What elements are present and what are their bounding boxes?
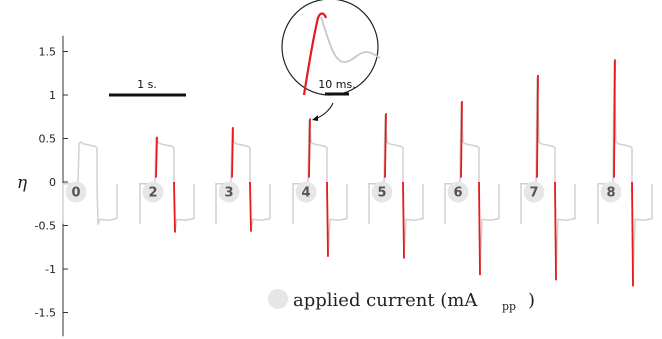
current-badge: [523, 181, 545, 203]
measured-trace: [62, 140, 118, 225]
legend-subscript: pp: [502, 300, 516, 313]
trough-segment: [402, 181, 405, 259]
inset-red-trace: [302, 12, 328, 96]
measured-trace: [444, 102, 500, 274]
trough-segment: [173, 181, 176, 233]
y-tick-label: 0.5: [39, 133, 57, 146]
peak-segment: [613, 59, 616, 178]
inset-gray-trace: [320, 16, 381, 63]
y-axis: 1.5 1 0.5 0 -0.5 -1 -1.5 η: [17, 35, 68, 337]
current-badge: [371, 181, 393, 203]
current-badge: [65, 181, 87, 203]
current-badge-label: 5: [377, 186, 386, 201]
current-badge: [600, 181, 622, 203]
current-badge: [218, 181, 240, 203]
current-badge: [142, 181, 164, 203]
trough-segment: [554, 181, 557, 281]
peak-segment: [460, 101, 463, 178]
y-axis-label: η: [17, 173, 28, 193]
trough-segment: [478, 181, 481, 276]
legend-marker: [268, 289, 288, 309]
trough-segment: [326, 181, 329, 257]
y-tick-label: 1: [49, 89, 56, 102]
trough-segment: [631, 181, 634, 287]
current-badge-label: 0: [71, 186, 80, 201]
traces: [62, 59, 653, 287]
y-tick-label: -1.5: [35, 307, 56, 320]
current-badge: [295, 181, 317, 203]
measured-trace: [597, 61, 653, 285]
measured-trace: [368, 114, 424, 258]
current-badge-label: 3: [224, 186, 233, 201]
peak-segment: [536, 74, 539, 178]
peak-segment: [155, 136, 158, 178]
legend-label: applied current (mA: [293, 290, 478, 311]
current-badge-label: 6: [453, 186, 462, 201]
legend-close: ): [528, 290, 535, 311]
measured-trace: [520, 77, 576, 279]
peak-segment: [308, 118, 311, 178]
current-badge: [447, 181, 469, 203]
current-badge-label: 4: [301, 186, 310, 201]
current-badge-label: 8: [606, 186, 615, 201]
current-badge-label: 2: [148, 186, 157, 201]
y-tick-label: 0: [49, 176, 56, 189]
y-tick-label: 1.5: [39, 46, 57, 59]
inset-arrowhead: [312, 115, 318, 121]
current-badges: 0 2 3 4 5 6 7 8: [65, 181, 622, 203]
trough-segment: [249, 181, 252, 232]
peak-segment: [384, 113, 387, 178]
time-scale-label: 1 s.: [137, 78, 157, 91]
y-tick-label: -0.5: [35, 220, 56, 233]
y-tick-label: -1: [45, 263, 56, 276]
annotations: 1 s. 10 ms. applied current (mA pp): [109, 0, 535, 313]
current-badge-label: 7: [529, 186, 538, 201]
peak-segment: [231, 127, 234, 178]
inset-scale-label: 10 ms.: [318, 78, 355, 91]
measured-trace: [292, 119, 348, 256]
measured-trace: [215, 128, 271, 231]
